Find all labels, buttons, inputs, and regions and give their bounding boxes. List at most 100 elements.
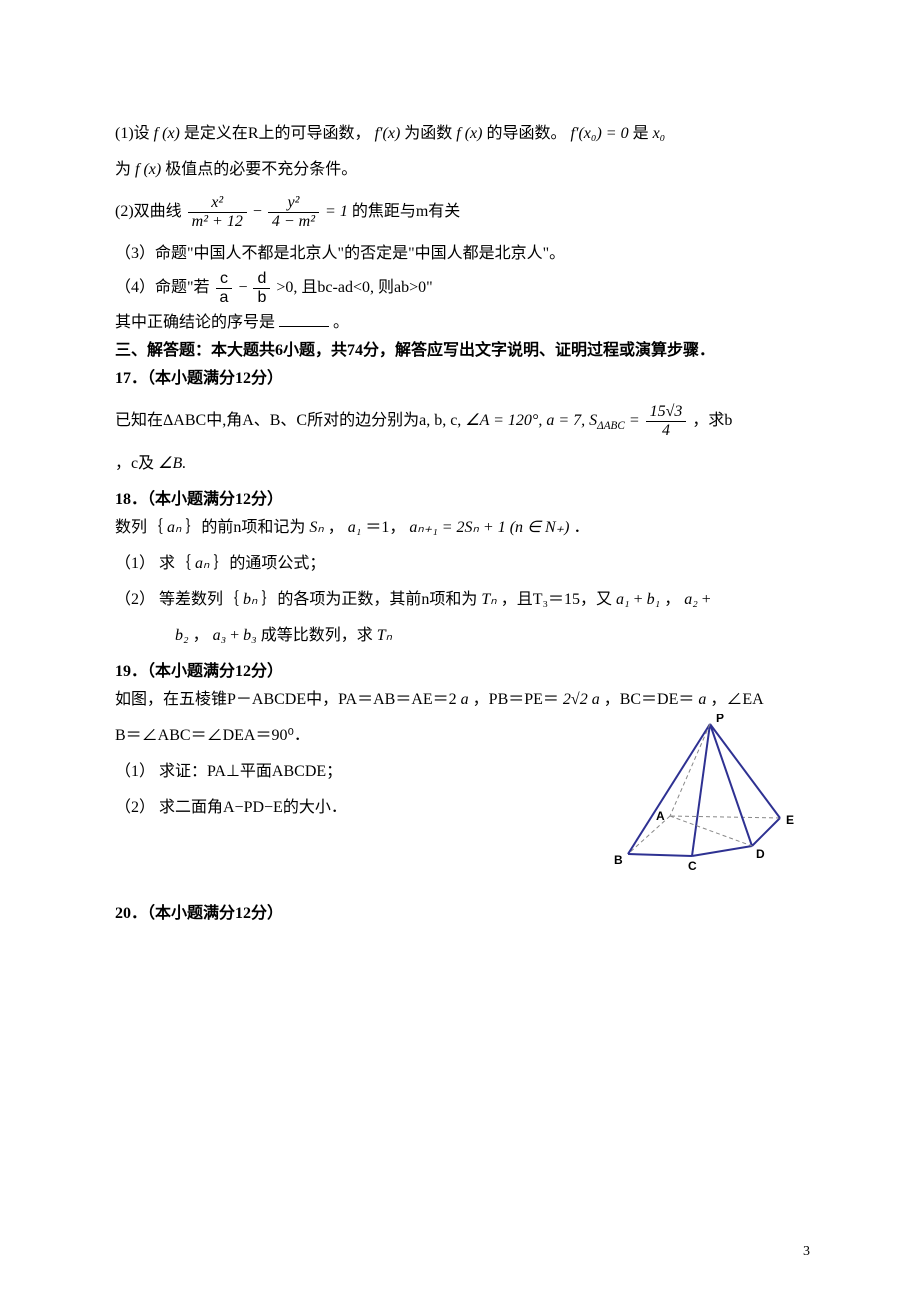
item-1-line2: 为 f (x) 极值点的必要不充分条件。 (115, 158, 810, 182)
fraction: c a (216, 270, 233, 306)
math-a: a (461, 691, 469, 708)
math: a₃ (213, 627, 227, 644)
numerator: d (253, 270, 270, 289)
math-fx: f (x) (456, 125, 482, 142)
math-a: a (592, 691, 600, 708)
text: 是 (633, 125, 649, 142)
text: ， (328, 519, 348, 536)
conclusion-line: 其中正确结论的序号是 。 (115, 310, 810, 335)
math: aₙ (167, 519, 181, 536)
denominator: 4 (646, 422, 687, 440)
numerator: c (216, 270, 233, 289)
math-x0: x₀ (653, 125, 666, 142)
page-container: (1)设 f (x) 是定义在R上的可导函数， f′(x) 为函数 f (x) … (0, 0, 920, 1302)
math: aₙ (195, 555, 209, 572)
text: 。 (333, 314, 349, 331)
math: bₙ (243, 591, 257, 608)
math-sqrt: 2√2 (563, 691, 588, 708)
text: ，PB＝PE＝ (473, 691, 559, 708)
text: 是定义在R上的可导函数， (184, 125, 371, 142)
text: ， (664, 591, 680, 608)
text: 的焦距与m有关 (352, 203, 460, 220)
q20-header: 20．（本小题满分12分） (115, 902, 810, 926)
math: b₁ (647, 591, 661, 608)
q17-line1: 已知在ΔABC中,角A、B、C所对的边分别为a, b, c, ∠A = 120°… (115, 403, 810, 439)
text: (1)设 (115, 125, 150, 142)
math: b₃ (243, 627, 257, 644)
text: 成等比数列，求 (261, 627, 373, 644)
q18-part2: （2） 等差数列｛ bₙ ｝的各项为正数，其前n项和为 Tₙ ，且T₃＝15，又… (115, 588, 810, 612)
page-number: 3 (803, 1241, 810, 1262)
text: ． (573, 519, 589, 536)
text: 如图，在五棱锥P－ABCDE中，PA＝AB＝AE＝2 (115, 691, 457, 708)
text: ，c及 (115, 455, 154, 472)
item-3: （3）命题"中国人不都是北京人"的否定是"中国人都是北京人"。 (115, 242, 810, 266)
item-1: (1)设 f (x) 是定义在R上的可导函数， f′(x) 为函数 f (x) … (115, 122, 810, 146)
text: （1） 求｛ (115, 555, 191, 572)
denominator: 4 − m² (268, 213, 319, 231)
svg-text:P: P (716, 714, 724, 725)
denominator: m² + 12 (188, 213, 247, 231)
blank-underline (279, 310, 329, 327)
math: a₁ (348, 519, 362, 536)
minus: − (238, 279, 251, 296)
math-fprime: f′(x) (375, 125, 401, 142)
text: ，且T₃＝15，又 (501, 591, 612, 608)
text: + (230, 627, 239, 644)
text: ｝的前n项和记为 (185, 519, 305, 536)
svg-text:E: E (786, 813, 794, 827)
svg-text:C: C (688, 859, 697, 873)
text: >0, 且bc-ad<0, 则ab>0" (276, 279, 432, 296)
text: 其中正确结论的序号是 (115, 314, 275, 331)
svg-text:D: D (756, 847, 765, 861)
math: aₙ₊₁ = 2Sₙ + 1 (n ∈ N₊) (409, 519, 569, 536)
math: a₂ (684, 591, 698, 608)
text: ， (193, 627, 209, 644)
q17-line2: ，c及 ∠B. (115, 452, 810, 476)
math: Sₙ (309, 519, 323, 536)
section-3-header: 三、解答题：本大题共6小题，共74分，解答应写出文字说明、证明过程或演算步骤． (115, 339, 810, 363)
q18-header: 18．（本小题满分12分） (115, 488, 810, 512)
q19-header: 19．（本小题满分12分） (115, 660, 810, 684)
math: Tₙ (481, 591, 496, 608)
text: (2)双曲线 (115, 203, 182, 220)
denominator: a (216, 289, 233, 307)
q18-line1: 数列｛ aₙ ｝的前n项和记为 Sₙ ， a₁ ＝1， aₙ₊₁ = 2Sₙ +… (115, 516, 810, 540)
math: ∠A = 120°, a = 7, S (465, 412, 597, 429)
numerator: 15√3 (646, 403, 687, 422)
q18-part1: （1） 求｛ aₙ ｝的通项公式； (115, 552, 810, 576)
text: + (634, 591, 643, 608)
text: 为 (115, 161, 131, 178)
text: ，∠EA (710, 691, 763, 708)
text: + (702, 591, 711, 608)
text: 的导函数。 (486, 125, 566, 142)
text: 为函数 (404, 125, 452, 142)
q19-line1: 如图，在五棱锥P－ABCDE中，PA＝AB＝AE＝2 a ，PB＝PE＝ 2√2… (115, 688, 810, 712)
text: ，BC＝DE＝ (604, 691, 695, 708)
text: 极值点的必要不充分条件。 (165, 161, 357, 178)
math-a: a (698, 691, 706, 708)
math-fx: f (x) (135, 161, 161, 178)
text: 已知在ΔABC中,角A、B、C所对的边分别为a, b, c, (115, 412, 465, 429)
subscript: ΔABC (597, 420, 625, 432)
text: 数列｛ (115, 519, 163, 536)
numerator: y² (268, 194, 319, 213)
fraction: 15√3 4 (646, 403, 687, 439)
text: ｝的通项公式； (213, 555, 325, 572)
equals: = (629, 412, 644, 429)
q18-part2-line2: b₂ ， a₃ + b₃ 成等比数列，求 Tₙ (115, 624, 810, 648)
text: （2） 等差数列｛ (115, 591, 239, 608)
svg-text:B: B (614, 853, 623, 867)
svg-text:A: A (656, 809, 665, 823)
q19-body: PABCDE B＝∠ABC＝∠DEA＝90⁰． （1） 求证：PA⊥平面ABCD… (115, 724, 810, 820)
fraction: y² 4 − m² (268, 194, 319, 230)
minus: − (253, 203, 266, 220)
math: Tₙ (377, 627, 392, 644)
text: ｝的各项为正数，其前n项和为 (261, 591, 477, 608)
pentagonal-pyramid-figure: P A B C D E (600, 714, 810, 882)
math: b₂ (175, 627, 189, 644)
numerator: x² (188, 194, 247, 213)
item-2: (2)双曲线 x² m² + 12 − y² 4 − m² = 1 的焦距与m有… (115, 194, 810, 230)
math-eq: f′(x₀) = 0 (571, 125, 629, 142)
denominator: b (253, 289, 270, 307)
